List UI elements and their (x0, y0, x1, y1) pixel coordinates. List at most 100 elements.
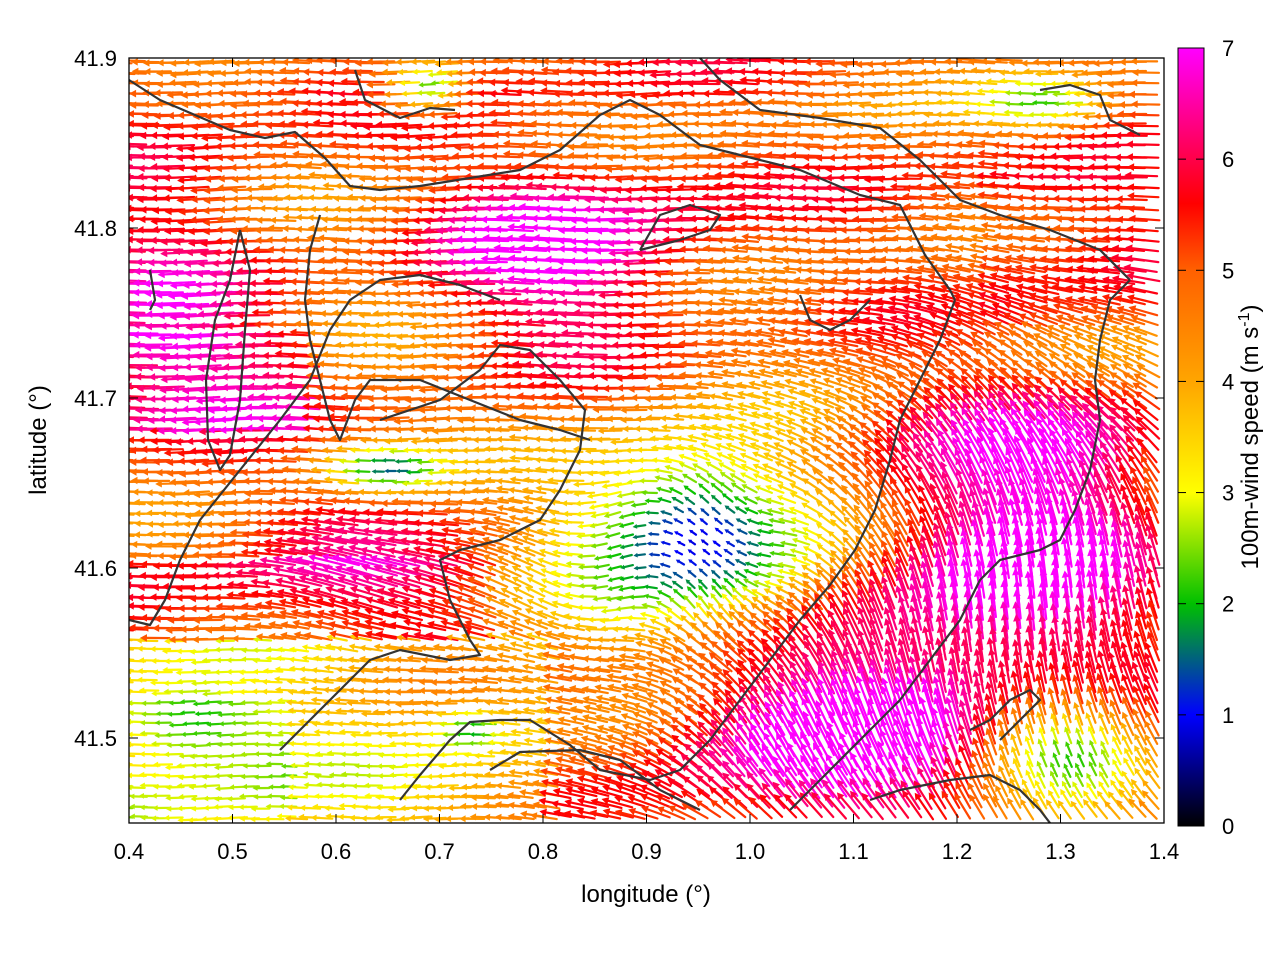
wind-arrow (477, 110, 510, 119)
wind-arrow (700, 539, 709, 546)
wind-arrow (1136, 437, 1158, 464)
wind-arrow (129, 270, 134, 274)
wind-arrow (129, 206, 135, 209)
wind-arrow (879, 60, 909, 68)
wind-arrow (994, 58, 1023, 64)
wind-arrow (659, 581, 673, 589)
wind-arrow (984, 67, 1010, 75)
wind-arrow (634, 415, 661, 423)
wind-arrow (406, 425, 435, 433)
wind-arrow (712, 560, 722, 568)
wind-arrow (594, 644, 622, 652)
wind-arrow (723, 548, 733, 556)
wind-arrow (1125, 140, 1160, 149)
wind-arrow (791, 89, 822, 98)
wind-arrow (192, 635, 221, 644)
wind-arrow (725, 541, 736, 548)
wind-arrow (644, 498, 661, 504)
wind-arrow (687, 569, 697, 578)
wind-arrow (1126, 272, 1161, 283)
wind-arrow (988, 110, 1010, 117)
wind-arrow (129, 344, 135, 347)
wind-arrow (702, 548, 711, 556)
wind-arrow (895, 81, 923, 89)
wind-arrow (988, 88, 1009, 95)
wind-arrow (129, 617, 134, 621)
wind-arrow (734, 570, 747, 579)
wind-arrow (868, 522, 885, 546)
wind-arrow (637, 467, 658, 474)
wind-arrow (129, 521, 146, 525)
wind-arrow (384, 468, 397, 474)
wind-arrow (615, 605, 634, 612)
wind-arrow (695, 473, 710, 484)
wind-arrow (137, 668, 159, 675)
wind-arrow (723, 570, 735, 579)
wind-arrow (562, 519, 585, 526)
wind-arrow (659, 562, 671, 568)
wind-arrow (687, 507, 697, 516)
wind-arrow (370, 458, 385, 463)
wind-arrow (418, 82, 436, 88)
wind-arrow (683, 485, 697, 495)
wind-arrow (497, 620, 523, 632)
wind-arrow (129, 260, 134, 263)
wind-arrow (946, 110, 971, 117)
wind-arrow (648, 552, 661, 557)
wind-arrow (712, 540, 721, 547)
wind-arrow (1058, 68, 1084, 76)
wind-arrow (620, 563, 635, 570)
wind-arrow (639, 310, 671, 318)
wind-arrow (1130, 100, 1161, 108)
wind-arrow (253, 162, 283, 171)
wind-arrow (645, 573, 659, 579)
wind-arrow (1131, 68, 1161, 77)
wind-arrow (438, 79, 459, 86)
wind-arrow (746, 550, 760, 557)
wind-arrow (692, 120, 721, 128)
wind-arrow (789, 548, 809, 556)
wind-arrow (1126, 235, 1160, 243)
wind-arrow (962, 90, 986, 97)
wind-arrow (634, 542, 647, 547)
wind-arrow (1127, 163, 1160, 171)
wind-arrow (1009, 69, 1034, 76)
wind-arrow (1004, 101, 1023, 107)
wind-arrow (314, 142, 346, 150)
wind-arrow (214, 164, 246, 173)
wind-arrow (1135, 345, 1159, 358)
wind-arrow (646, 541, 659, 546)
wind-arrow (855, 90, 883, 98)
wind-arrow (907, 69, 935, 77)
wind-arrow (644, 510, 659, 516)
wind-arrow (801, 502, 821, 515)
wind-arrow (724, 529, 734, 536)
wind-arrow (590, 542, 608, 549)
wind-arrow (719, 481, 733, 493)
wind-arrow (714, 527, 724, 535)
wind-arrow (589, 521, 609, 529)
wind-arrow (386, 79, 411, 86)
wind-arrow (129, 102, 134, 105)
wind-arrow (395, 468, 409, 474)
wind-arrow (1134, 391, 1161, 411)
wind-arrow (648, 520, 661, 526)
wind-arrow (1016, 132, 1046, 140)
wind-arrow (921, 78, 948, 86)
wind-arrow (129, 458, 134, 462)
wind-arrow (974, 101, 996, 108)
wind-arrow (756, 528, 772, 535)
wind-arrow (1128, 90, 1159, 99)
wind-arrow (802, 513, 822, 525)
wind-arrow (754, 131, 784, 139)
wind-arrow (1081, 69, 1109, 77)
wind-arrow (1125, 153, 1160, 161)
wind-arrow (637, 68, 672, 77)
wind-arrow (751, 87, 783, 96)
wind-arrow (698, 483, 711, 494)
wind-arrow (653, 163, 684, 172)
wind-arrow (607, 576, 623, 583)
wind-arrow (947, 79, 973, 86)
wind-arrow (129, 134, 134, 138)
